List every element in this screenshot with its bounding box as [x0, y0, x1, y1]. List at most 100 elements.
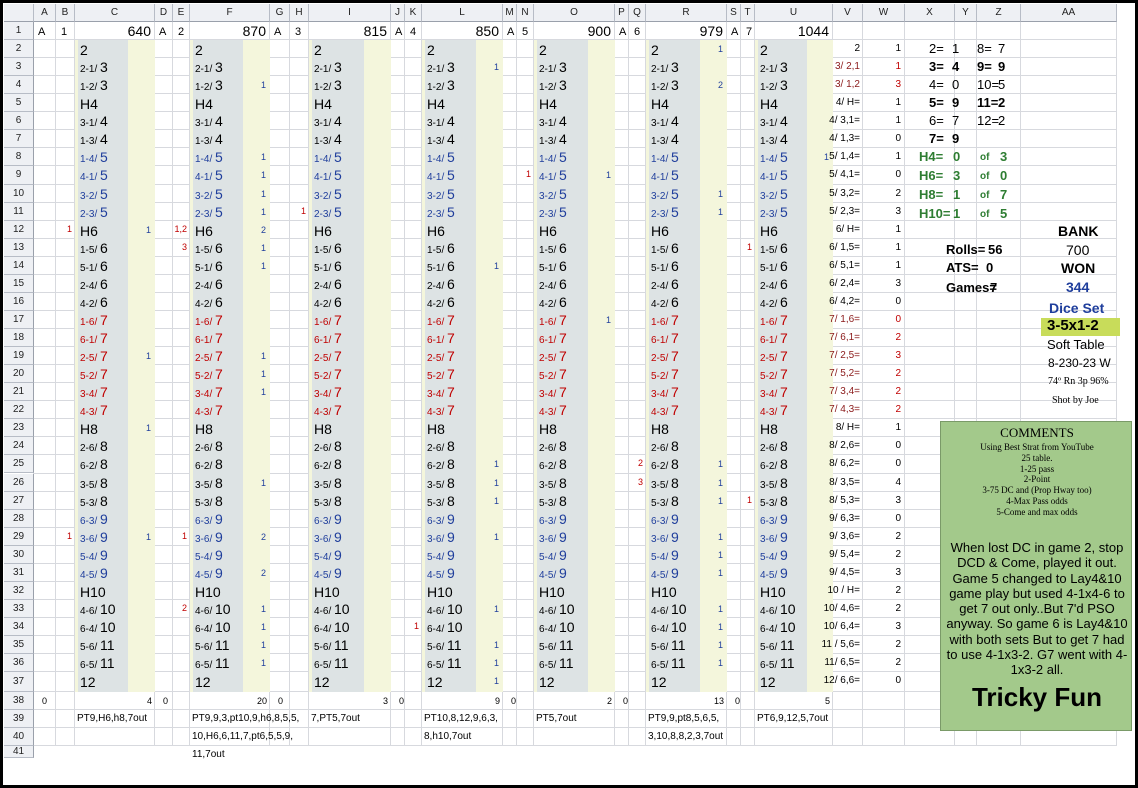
roll-label: 1-3/ 4	[195, 131, 223, 148]
roll-label: 2-1/ 3	[539, 59, 567, 76]
column-header-u[interactable]: U	[755, 4, 833, 22]
row-header[interactable]: 11	[4, 202, 34, 221]
roll-label: 1-4/ 5	[80, 149, 108, 166]
row-header[interactable]: 39	[4, 710, 34, 729]
row-header[interactable]: 27	[4, 491, 34, 510]
row-header[interactable]: 34	[4, 617, 34, 637]
roll-label: 3-2/ 5	[760, 185, 788, 202]
summary-roll-count: 0	[895, 313, 901, 325]
row-header[interactable]: 10	[4, 184, 34, 203]
game-label-a: A	[731, 26, 739, 38]
row-header[interactable]: 37	[4, 672, 34, 693]
row-header[interactable]: 13	[4, 238, 34, 257]
roll-label: H8	[314, 421, 332, 438]
row-header[interactable]: 8	[4, 148, 34, 167]
row-header[interactable]: 18	[4, 329, 34, 348]
row-header[interactable]: 4	[4, 76, 34, 95]
left-bet-mark: 1	[181, 530, 187, 541]
column-header-q[interactable]: Q	[629, 4, 646, 22]
roll-label: 4-6/ 10	[80, 600, 116, 617]
column-header-n[interactable]: N	[517, 4, 534, 22]
column-header-aa[interactable]: AA	[1021, 4, 1117, 22]
row-header[interactable]: 31	[4, 563, 34, 582]
column-header-f[interactable]: F	[190, 4, 270, 22]
row-header[interactable]: 24	[4, 437, 34, 456]
column-header-t[interactable]: T	[741, 4, 755, 22]
row-header[interactable]: 16	[4, 292, 34, 311]
column-header-i[interactable]: I	[309, 4, 391, 22]
row-header[interactable]: 14	[4, 256, 34, 275]
row-header[interactable]: 17	[4, 310, 34, 329]
column-header-m[interactable]: M	[503, 4, 517, 22]
gray-band	[425, 40, 476, 693]
roll-label: 5-1/ 6	[539, 257, 567, 274]
column-header-g[interactable]: G	[270, 4, 290, 22]
column-header-o[interactable]: O	[534, 4, 615, 22]
summary-roll-count: 2	[895, 404, 901, 416]
column-header-v[interactable]: V	[833, 4, 863, 22]
row-header[interactable]: 26	[4, 473, 34, 492]
row-header[interactable]: 40	[4, 728, 34, 747]
column-header-s[interactable]: S	[727, 4, 741, 22]
row-header[interactable]: 35	[4, 636, 34, 655]
row-header[interactable]: 5	[4, 94, 34, 113]
row-header[interactable]: 36	[4, 654, 34, 673]
column-header-j[interactable]: J	[391, 4, 405, 22]
select-all-corner[interactable]	[4, 4, 34, 22]
column-header-x[interactable]: X	[905, 4, 955, 22]
gray-band	[758, 40, 807, 693]
row-header[interactable]: 6	[4, 112, 34, 131]
column-header-e[interactable]: E	[173, 4, 190, 22]
roll-label: 5-2/ 7	[539, 366, 567, 383]
row-header[interactable]: 7	[4, 130, 34, 149]
right-bet-mark: 1	[823, 152, 829, 163]
roll-label: 2-5/ 7	[427, 348, 455, 365]
row-header[interactable]: 41	[4, 746, 34, 759]
column-header-b[interactable]: B	[56, 4, 75, 22]
hardway-total: 0	[1000, 168, 1008, 184]
summary-roll-label: 9/ 3,6=	[829, 530, 860, 542]
row-header[interactable]: 28	[4, 509, 34, 528]
column-header-z[interactable]: Z	[977, 4, 1021, 22]
column-header-l[interactable]: L	[422, 4, 503, 22]
row-header[interactable]: 21	[4, 383, 34, 402]
row-header[interactable]: 33	[4, 599, 34, 618]
row-header[interactable]: 25	[4, 455, 34, 474]
column-header-a[interactable]: A	[34, 4, 56, 22]
right-bet-mark: 1	[717, 188, 723, 199]
right-bet-mark: 1	[260, 152, 266, 163]
row-header[interactable]: 29	[4, 527, 34, 546]
summary-roll-count: 1	[895, 97, 901, 109]
roll-label: 6-1/ 7	[195, 330, 223, 347]
row-header[interactable]: 20	[4, 365, 34, 384]
game-point-sequence: 10,H6,6,11,7,pt6,5,5,9,	[192, 731, 294, 743]
row-header[interactable]: 38	[4, 692, 34, 711]
column-header-h[interactable]: H	[290, 4, 309, 22]
row-header[interactable]: 23	[4, 419, 34, 438]
column-header-w[interactable]: W	[863, 4, 905, 22]
roll-label: 2	[195, 42, 203, 59]
summary-roll-count: 0	[895, 133, 901, 145]
row-header[interactable]: 2	[4, 40, 34, 59]
roll-label: 4-2/ 6	[195, 293, 223, 310]
row-header[interactable]: 1	[4, 22, 34, 41]
roll-label: 2-6/ 8	[314, 438, 342, 455]
row-header[interactable]: 3	[4, 58, 34, 77]
row-header[interactable]: 32	[4, 581, 34, 600]
dice-set-value: 3-5x1-2	[1047, 317, 1099, 334]
summary-roll-label: 11 / 5,6=	[821, 639, 860, 651]
column-header-d[interactable]: D	[155, 4, 173, 22]
column-header-r[interactable]: R	[646, 4, 727, 22]
column-header-k[interactable]: K	[405, 4, 422, 22]
row-header[interactable]: 9	[4, 166, 34, 185]
column-header-p[interactable]: P	[615, 4, 629, 22]
column-header-y[interactable]: Y	[955, 4, 977, 22]
row-header[interactable]: 19	[4, 347, 34, 366]
row-header[interactable]: 15	[4, 274, 34, 293]
row-header[interactable]: 22	[4, 401, 34, 420]
summary-roll-label: 4/ 1,3=	[829, 133, 860, 145]
roll-label: 2-1/ 3	[195, 59, 223, 76]
column-header-c[interactable]: C	[75, 4, 155, 22]
row-header[interactable]: 12	[4, 220, 34, 239]
row-header[interactable]: 30	[4, 545, 34, 564]
